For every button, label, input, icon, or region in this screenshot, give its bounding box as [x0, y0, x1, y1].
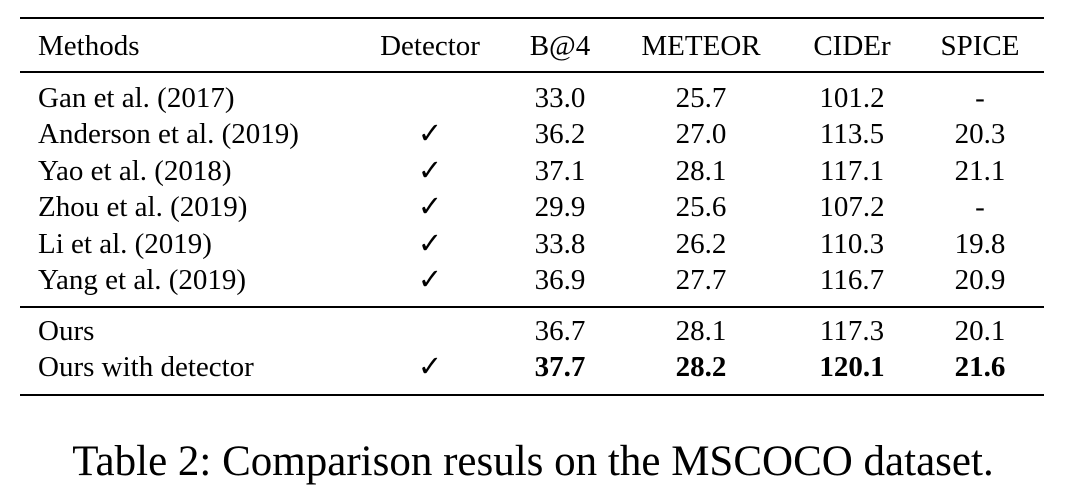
- score-cell: 26.2: [675, 227, 727, 260]
- score-cell: 117.3: [819, 315, 885, 347]
- score-cell: 20.9: [954, 264, 1006, 296]
- header-cell: CIDEr: [813, 30, 891, 62]
- score-cell: 110.3: [819, 227, 885, 260]
- score-cell: 36.7: [534, 315, 586, 347]
- score-cell: -: [975, 191, 985, 224]
- score-cell: 29.9: [534, 191, 586, 224]
- method-cell: Ours: [38, 315, 95, 347]
- score-cell: 21.1: [954, 154, 1006, 187]
- score-cell: 116.7: [819, 264, 885, 296]
- method-cell: Li et al. (2019): [38, 227, 212, 260]
- score-cell: 28.1: [675, 315, 727, 347]
- score-cell: 113.5: [819, 118, 885, 151]
- score-cell: 120.1: [819, 351, 885, 384]
- header-rule: [20, 71, 1044, 73]
- section-rule: [20, 306, 1044, 308]
- score-cell: 33.0: [534, 82, 586, 114]
- detector-check: ✓: [417, 118, 443, 151]
- caption: Table 2: Comparison resuls on the MSCOCO…: [72, 438, 994, 485]
- header-cell: SPICE: [940, 30, 1020, 62]
- score-cell: 27.0: [675, 118, 727, 151]
- score-cell: 36.9: [534, 264, 586, 296]
- method-cell: Ours with detector: [38, 351, 254, 384]
- detector-check: ✓: [417, 264, 443, 296]
- method-cell: Zhou et al. (2019): [38, 191, 248, 224]
- detector-check: ✓: [417, 154, 443, 187]
- score-cell: 28.2: [675, 351, 727, 384]
- header-cell: METEOR: [641, 30, 761, 62]
- detector-check: ✓: [417, 351, 443, 384]
- method-cell: Yang et al. (2019): [38, 264, 247, 296]
- method-cell: Yao et al. (2018): [38, 154, 232, 187]
- score-cell: 107.2: [819, 191, 885, 224]
- score-cell: -: [975, 82, 985, 114]
- score-cell: 25.7: [675, 82, 727, 114]
- score-cell: 21.6: [954, 351, 1006, 384]
- score-cell: 25.6: [675, 191, 727, 224]
- header-cell: Methods: [38, 30, 140, 62]
- header-cell: Detector: [380, 30, 480, 62]
- score-cell: 27.7: [675, 264, 727, 296]
- score-cell: 19.8: [954, 227, 1006, 260]
- score-cell: 101.2: [819, 82, 885, 114]
- score-cell: 33.8: [534, 227, 586, 260]
- score-cell: 20.3: [954, 118, 1006, 151]
- score-cell: 37.7: [534, 351, 586, 384]
- detector-check: ✓: [417, 227, 443, 260]
- header-cell: B@4: [529, 30, 591, 62]
- method-cell: Gan et al. (2017): [38, 82, 235, 114]
- score-cell: 20.1: [954, 315, 1006, 347]
- score-cell: 117.1: [819, 154, 885, 187]
- method-cell: Anderson et al. (2019): [38, 118, 299, 151]
- detector-check: ✓: [417, 191, 443, 224]
- top-rule: [20, 17, 1044, 19]
- score-cell: 28.1: [675, 154, 727, 187]
- score-cell: 37.1: [534, 154, 586, 187]
- bottom-rule: [20, 394, 1044, 396]
- score-cell: 36.2: [534, 118, 586, 151]
